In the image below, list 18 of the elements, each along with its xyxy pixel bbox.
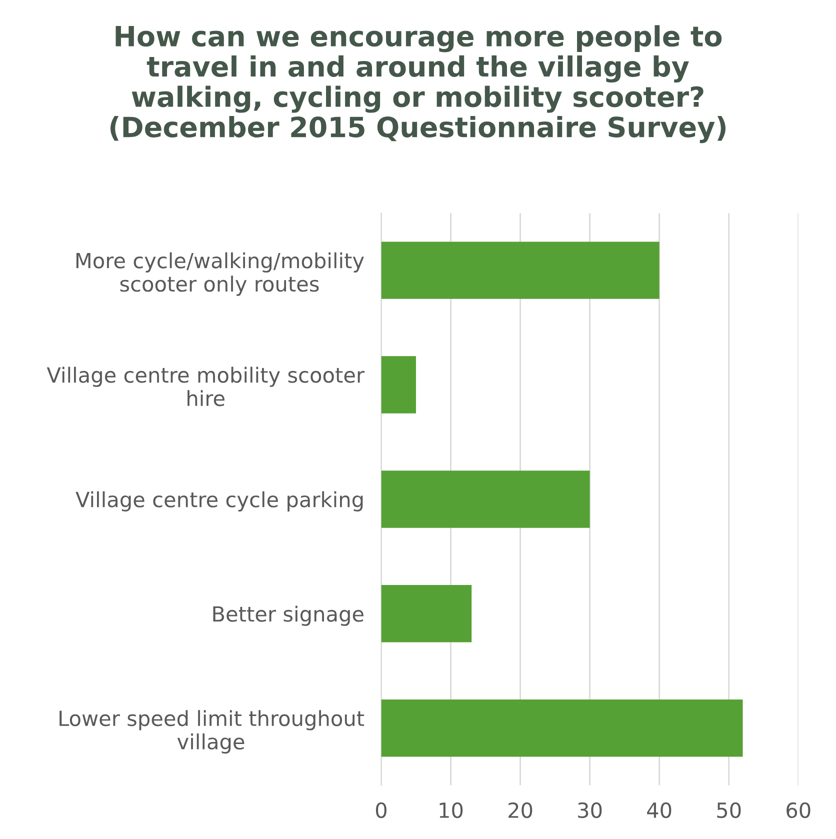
x-tick-label: 30 <box>578 802 602 818</box>
x-tick-label: 50 <box>717 802 741 818</box>
x-tick-label: 20 <box>508 802 532 818</box>
x-tick-label: 40 <box>647 802 672 818</box>
x-tick-label: 10 <box>440 802 463 818</box>
y-tick-label: Lower speed limit throughout village <box>60 710 364 754</box>
chart-title: How can we encourage more people to travel in and around the village by walking, cycling or mobility scooter? (December 2015 Questionnaire Survey) <box>110 25 726 144</box>
x-tick-label: 0 <box>376 802 386 818</box>
y-tick-label: Village centre cycle parking <box>76 491 363 512</box>
bar <box>381 470 590 528</box>
bar <box>381 242 660 299</box>
y-tick-label: Better signage <box>213 606 364 626</box>
y-tick-label: Village centre mobility scooter hire <box>46 366 365 406</box>
x-tick-label: 60 <box>786 802 810 818</box>
bar <box>381 699 743 757</box>
bar <box>381 585 472 642</box>
y-tick-label: More cycle/walking/mobility scooter only routes <box>76 252 364 296</box>
bar <box>381 356 416 414</box>
